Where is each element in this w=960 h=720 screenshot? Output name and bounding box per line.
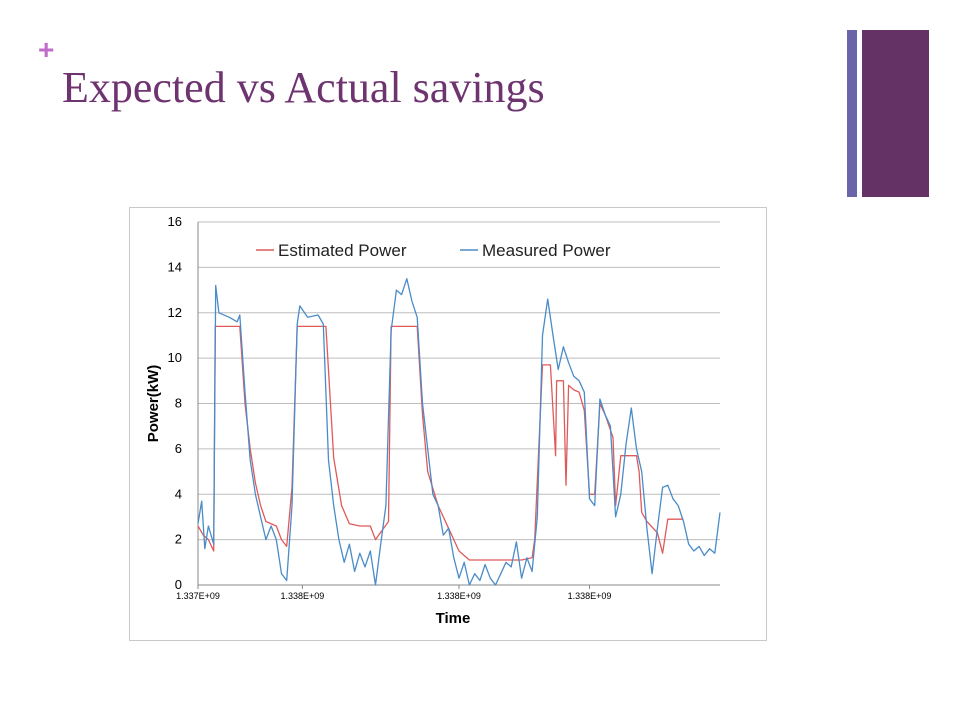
legend-label: Estimated Power xyxy=(278,241,407,260)
x-tick-label: 1.338E+09 xyxy=(568,591,612,601)
y-tick-label: 14 xyxy=(168,259,182,274)
y-tick-label: 8 xyxy=(175,396,182,411)
y-tick-label: 6 xyxy=(175,441,182,456)
y-tick-labels: 0 2 4 6 8 10 12 14 16 xyxy=(168,214,182,592)
legend: Estimated Power Measured Power xyxy=(256,241,611,260)
decorative-bar-thick xyxy=(862,30,929,197)
chart-frame: 0 2 4 6 8 10 12 14 16 1.337E+09 1.338E+09 1.338E+0… xyxy=(129,207,767,641)
x-tick-labels: 1.337E+09 1.338E+09 1.338E+09 1.338E+09 xyxy=(176,585,611,601)
y-tick-label: 10 xyxy=(168,350,182,365)
power-chart: 0 2 4 6 8 10 12 14 16 1.337E+09 1.338E+09 1.338E+0… xyxy=(145,214,721,627)
decorative-bar-thin xyxy=(847,30,857,197)
y-tick-label: 16 xyxy=(168,214,182,229)
y-tick-label: 4 xyxy=(175,486,182,501)
slide-title: Expected vs Actual savings xyxy=(62,63,545,112)
y-tick-label: 0 xyxy=(175,577,182,592)
series-lines xyxy=(197,278,721,586)
x-tick-label: 1.338E+09 xyxy=(437,591,481,601)
series-line-measured-power xyxy=(197,278,721,586)
x-axis-label: Time xyxy=(436,610,471,627)
y-tick-label: 2 xyxy=(175,532,182,547)
series-line-estimated-power xyxy=(197,325,684,561)
x-tick-label: 1.338E+09 xyxy=(281,591,325,601)
y-axis-label: Power(kW) xyxy=(145,365,162,443)
x-tick-label: 1.337E+09 xyxy=(176,591,220,601)
y-tick-label: 12 xyxy=(168,305,182,320)
legend-label: Measured Power xyxy=(482,241,611,260)
gridlines xyxy=(197,221,720,586)
plus-icon: + xyxy=(38,34,55,65)
